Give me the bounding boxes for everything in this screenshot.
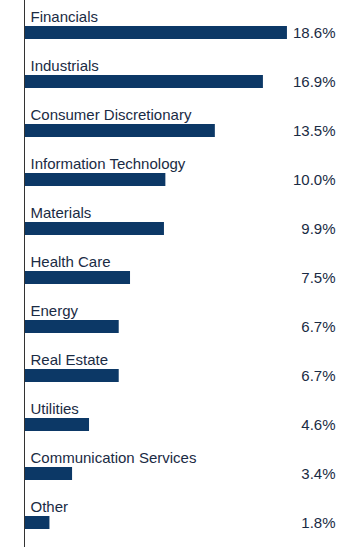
svg-text:6.7%: 6.7% <box>301 367 335 384</box>
svg-text:6.7%: 6.7% <box>301 318 335 335</box>
svg-text:18.6%: 18.6% <box>293 24 336 41</box>
svg-text:4.6%: 4.6% <box>301 416 335 433</box>
svg-text:Industrials: Industrials <box>31 57 99 74</box>
svg-text:1.8%: 1.8% <box>301 514 335 531</box>
svg-text:16.9%: 16.9% <box>293 73 336 90</box>
svg-text:Energy: Energy <box>31 302 79 319</box>
svg-text:10.0%: 10.0% <box>293 171 336 188</box>
svg-text:Utilities: Utilities <box>31 400 79 417</box>
svg-text:9.9%: 9.9% <box>301 220 335 237</box>
svg-text:Other: Other <box>31 498 69 515</box>
svg-text:Communication Services: Communication Services <box>31 449 197 466</box>
svg-text:Materials: Materials <box>31 204 92 221</box>
svg-text:7.5%: 7.5% <box>301 269 335 286</box>
svg-text:Real Estate: Real Estate <box>31 351 109 368</box>
svg-text:Health Care: Health Care <box>31 253 111 270</box>
svg-text:3.4%: 3.4% <box>301 465 335 482</box>
svg-text:Information Technology: Information Technology <box>31 155 186 172</box>
svg-text:Financials: Financials <box>31 8 99 25</box>
svg-text:13.5%: 13.5% <box>293 122 336 139</box>
svg-text:Consumer Discretionary: Consumer Discretionary <box>31 106 192 123</box>
